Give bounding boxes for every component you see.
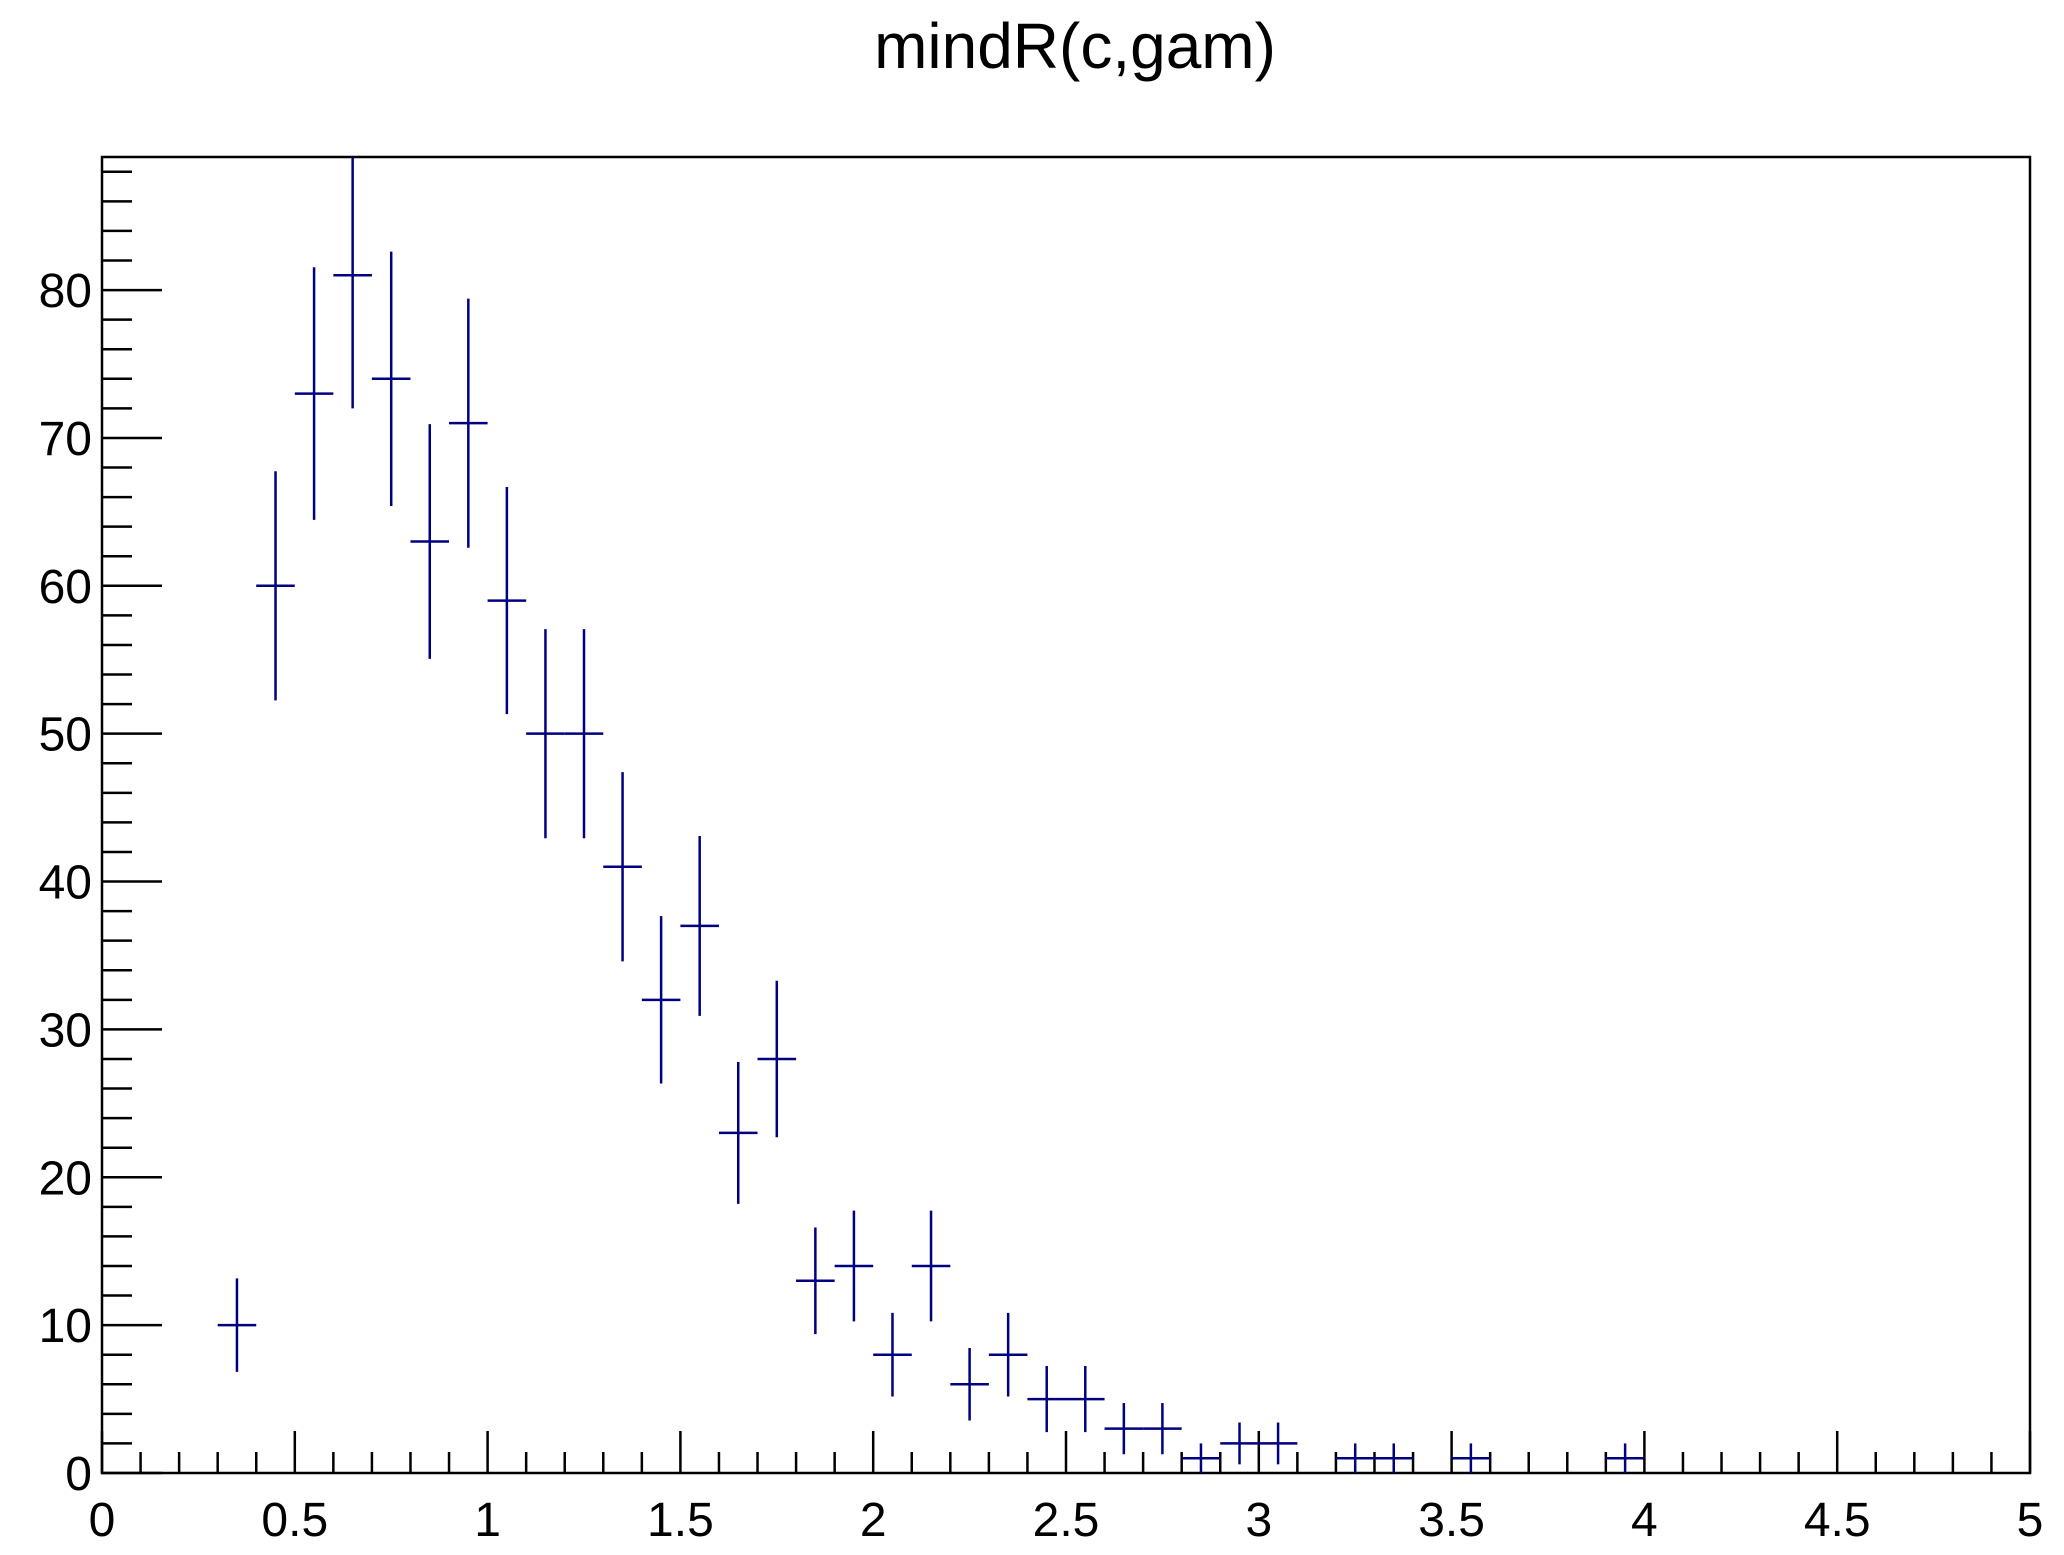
y-tick-label: 80 [39, 265, 92, 318]
data-point [526, 629, 565, 839]
x-tick-label: 3 [1245, 1494, 1272, 1547]
x-tick-label: 1.5 [647, 1494, 714, 1547]
x-tick-label: 2 [860, 1494, 887, 1547]
data-point [1027, 1366, 1066, 1433]
data-point [410, 424, 450, 659]
data-point [256, 471, 295, 701]
x-tick-label: 0.5 [261, 1494, 328, 1547]
y-tick-label: 0 [65, 1448, 92, 1501]
data-point [449, 298, 488, 548]
data-point [217, 1278, 257, 1372]
data-point [718, 1061, 758, 1204]
data-point [1104, 1403, 1144, 1455]
data-point [757, 980, 797, 1138]
data-point [1451, 1443, 1491, 1473]
data-point [1335, 1443, 1375, 1473]
data-point [294, 267, 334, 520]
x-tick-label: 1 [474, 1494, 501, 1547]
y-tick-label: 30 [39, 1004, 92, 1057]
y-tick-label: 50 [39, 709, 92, 762]
x-tick-label: 2.5 [1033, 1494, 1100, 1547]
data-points [217, 157, 1645, 1473]
data-point [1066, 1366, 1105, 1433]
data-point [680, 835, 719, 1016]
x-tick-label: 5 [2017, 1494, 2044, 1547]
data-point [603, 772, 642, 962]
data-point [950, 1348, 989, 1421]
data-point [988, 1312, 1028, 1397]
y-tick-label: 20 [39, 1152, 92, 1205]
data-point [564, 629, 604, 839]
x-tick-label: 4.5 [1804, 1494, 1871, 1547]
data-point [1605, 1443, 1645, 1473]
y-tick-label: 70 [39, 413, 92, 466]
data-point [1181, 1443, 1221, 1473]
x-tick-label: 3.5 [1418, 1494, 1485, 1547]
data-point [1374, 1443, 1414, 1473]
y-tick-label: 10 [39, 1300, 92, 1353]
data-point [834, 1210, 874, 1322]
data-point [487, 487, 527, 715]
data-point [371, 251, 411, 506]
x-tick-label: 0 [89, 1494, 116, 1547]
data-point [641, 916, 681, 1084]
data-point [1143, 1403, 1182, 1455]
x-tick-label: 4 [1631, 1494, 1658, 1547]
data-point [1220, 1422, 1259, 1465]
y-tick-label: 40 [39, 857, 92, 910]
data-point [1258, 1422, 1298, 1465]
data-point [873, 1312, 912, 1397]
y-tick-label: 60 [39, 561, 92, 614]
data-point [333, 157, 372, 409]
chart-title: mindR(c,gam) [874, 10, 1276, 82]
data-point [796, 1227, 835, 1335]
data-point [911, 1210, 951, 1322]
